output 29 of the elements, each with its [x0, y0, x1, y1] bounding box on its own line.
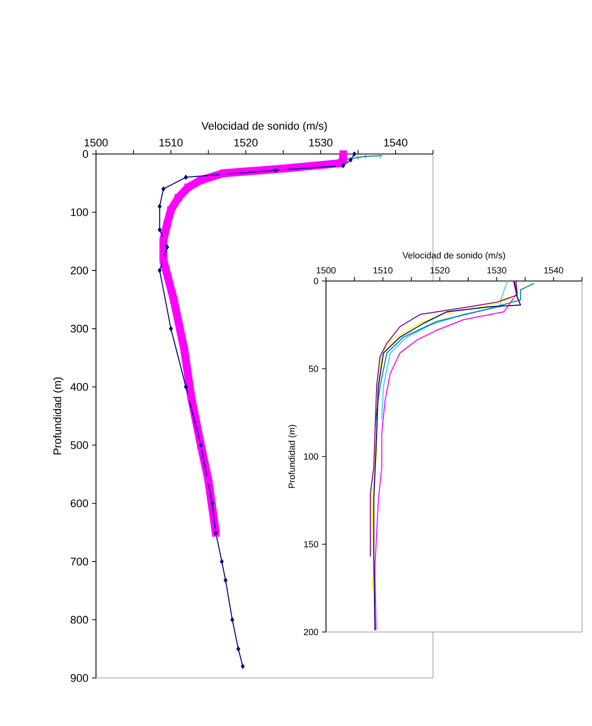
x-tick-label: 1500	[84, 138, 108, 146]
x-axis-title: Velocidad de sonido (m/s)	[202, 122, 327, 132]
y-tick-label: 50	[308, 366, 318, 372]
y-tick-label: 600	[70, 499, 88, 508]
y-tick-label: 100	[71, 208, 88, 216]
x-tick-label: 1530	[309, 138, 332, 146]
x-tick-label: 1520	[234, 138, 258, 146]
y-tick-label: 500	[70, 441, 88, 449]
y-tick-label: 700	[70, 558, 88, 566]
y-axis-title: Profundidad (m)	[53, 377, 64, 454]
x-tick-label: 1540	[384, 138, 408, 146]
x-tick-label: 1500	[316, 267, 336, 274]
y-tick-label: 100	[304, 453, 318, 460]
y-tick-label: 150	[304, 541, 318, 548]
y-tick-label: 400	[70, 383, 88, 391]
y-tick-label: 300	[70, 324, 88, 333]
y-tick-label: 200	[304, 628, 318, 636]
y-tick-label: 0	[82, 150, 88, 158]
y-tick-label: 200	[70, 266, 88, 274]
x-tick-label: 1510	[160, 138, 183, 146]
y-tick-label: 900	[70, 674, 88, 682]
y-axis-title: Profundidad (m)	[288, 424, 297, 488]
x-tick-label: 1510	[374, 267, 393, 274]
x-tick-label: 1520	[430, 267, 450, 274]
x-axis-title: Velocidad de sonido (m/s)	[402, 252, 506, 260]
y-tick-label: 800	[70, 616, 88, 624]
x-tick-label: 1530	[487, 267, 506, 274]
y-tick-label: 0	[314, 278, 318, 284]
x-tick-label: 1540	[544, 267, 564, 274]
